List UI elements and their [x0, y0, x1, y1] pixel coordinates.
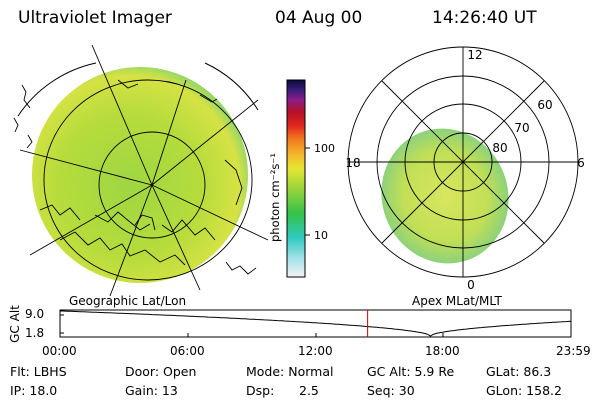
- geo-grid: [19, 44, 269, 297]
- altitude-axis-label: GC Alt: [7, 305, 22, 343]
- altitude-curve: [60, 310, 572, 337]
- glat-readout: GLat: 86.3: [486, 364, 552, 379]
- gc-alt-readout: GC Alt: 5.9 Re: [367, 364, 455, 379]
- altitude-x-tick-3: 18:00: [425, 344, 460, 358]
- intensity-colorbar: 100 10 photon cm⁻²s⁻¹: [268, 79, 335, 278]
- ip-readout: IP: 18.0: [10, 383, 58, 398]
- geographic-projection-panel: [13, 44, 269, 297]
- colorbar-tick-label-10: 10: [314, 229, 328, 242]
- colorbar-scale: [286, 79, 306, 278]
- seq-readout: Seq: 30: [367, 383, 415, 398]
- altitude-y-tick-bottom: 1.8: [25, 326, 45, 340]
- mlat-label-60: 60: [537, 98, 552, 112]
- mlt-label-12: 12: [467, 48, 482, 62]
- glon-readout: GLon: 158.2: [486, 383, 562, 398]
- altitude-x-ticks: [59, 314, 572, 337]
- geo-panel-caption: Geographic Lat/Lon: [69, 294, 187, 308]
- colorbar-unit-label: photon cm⁻²s⁻¹: [268, 153, 282, 242]
- colorbar-tick-label-100: 100: [314, 142, 335, 155]
- instrument-title: Ultraviolet Imager: [18, 8, 172, 28]
- dsp-label: Dsp:: [246, 383, 275, 398]
- altitude-x-tick-0: 00:00: [42, 344, 77, 358]
- altitude-x-tick-4: 23:59: [556, 344, 591, 358]
- altitude-x-tick-1: 06:00: [170, 344, 205, 358]
- altitude-y-tick-top: 9.0: [25, 307, 45, 321]
- door-readout: Door: Open: [125, 364, 197, 379]
- image-date: 04 Aug 00: [275, 8, 363, 28]
- dsp-value: 2.5: [299, 383, 319, 398]
- filter-readout: Flt: LBHS: [10, 364, 67, 379]
- altitude-x-tick-2: 12:00: [298, 344, 333, 358]
- mag-panel-caption: Apex MLat/MLT: [412, 294, 502, 308]
- gain-readout: Gain: 13: [125, 383, 178, 398]
- mag-grid: [347, 46, 579, 278]
- mlt-label-0: 0: [467, 278, 475, 292]
- mode-readout: Mode: Normal: [246, 364, 334, 379]
- mlat-label-70: 70: [514, 121, 529, 135]
- image-time: 14:26:40 UT: [432, 8, 537, 28]
- mlat-label-80: 80: [492, 141, 507, 155]
- mlt-label-18: 18: [345, 156, 360, 170]
- apex-mlat-mlt-panel: 12 18 6 0 60 70 80: [345, 46, 585, 292]
- auroral-image-geo: [32, 67, 248, 283]
- auroral-image-mag: [381, 128, 509, 264]
- altitude-strip-chart: [59, 309, 572, 338]
- geo-coast-outside: [13, 84, 257, 275]
- mlt-label-6: 6: [577, 156, 585, 170]
